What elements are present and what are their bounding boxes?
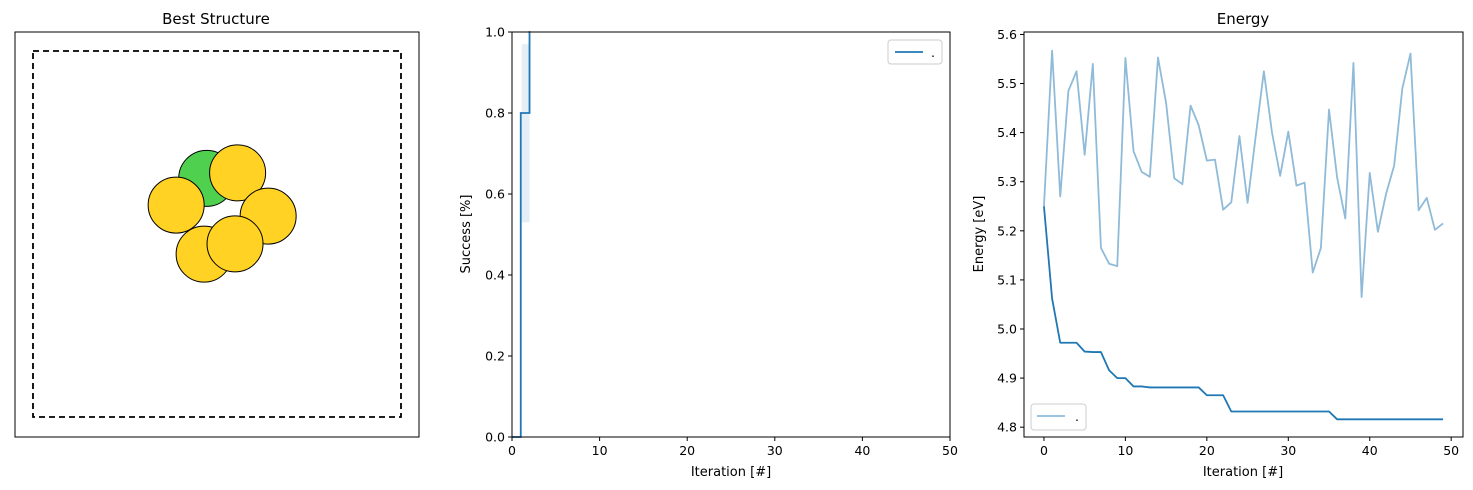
energy-ytick-label: 5.2 xyxy=(997,223,1017,238)
energy-ticks: 0 10 20 30 40 50 4.8 4.9 5.0 5.1 5.2 5.3 5.4 5.5 5.6 xyxy=(997,27,1459,458)
energy-ytick-label: 5.0 xyxy=(997,322,1017,337)
energy-ytick-label: 5.5 xyxy=(997,76,1017,91)
success-ytick-label: 0.2 xyxy=(485,349,505,364)
success-plot-area xyxy=(512,31,531,438)
success-ytick-label: 0.0 xyxy=(485,430,505,445)
success-xtick-label: 50 xyxy=(942,443,958,458)
energy-xtick-label: 40 xyxy=(1362,443,1378,458)
success-xtick-label: 20 xyxy=(679,443,695,458)
energy-ytick-label: 5.6 xyxy=(997,27,1017,42)
energy-legend: . xyxy=(1030,403,1087,431)
structure-panel: Best Structure xyxy=(14,10,420,438)
atom-5 xyxy=(206,215,264,273)
atom-1 xyxy=(209,144,267,202)
structure-title: Best Structure xyxy=(162,10,270,28)
success-xtick-label: 30 xyxy=(767,443,783,458)
success-ylabel: Success [%] xyxy=(459,195,474,274)
unit-cell xyxy=(32,50,402,418)
energy-ytick-label: 4.8 xyxy=(997,420,1017,435)
success-ticks: 0 10 20 30 40 50 0.0 0.2 0.4 0.6 0.8 1.0 xyxy=(485,25,958,459)
energy-legend-label: . xyxy=(1075,409,1079,424)
energy-xtick-label: 20 xyxy=(1199,443,1215,458)
structure-frame xyxy=(14,31,420,438)
energy-ytick-label: 5.1 xyxy=(997,272,1017,287)
energy-xtick-label: 0 xyxy=(1040,443,1048,458)
success-legend: . xyxy=(887,39,943,65)
success-xtick-label: 40 xyxy=(854,443,870,458)
atoms xyxy=(147,144,297,283)
energy-panel: Energy 0 10 20 30 40 50 4.8 4.9 5.0 5.1 5.2 5.3 5.4 5… xyxy=(972,10,1464,480)
success-legend-label: . xyxy=(931,45,935,60)
energy-xtick-label: 30 xyxy=(1280,443,1296,458)
atom-2 xyxy=(147,176,205,234)
success-xtick-label: 10 xyxy=(592,443,608,458)
success-frame xyxy=(511,31,951,438)
energy-ytick-label: 5.4 xyxy=(997,125,1017,140)
success-ytick-label: 0.8 xyxy=(485,106,505,121)
energy-ytick-label: 5.3 xyxy=(997,174,1017,189)
energy-ylabel: Energy [eV] xyxy=(972,196,987,273)
energy-xlabel: Iteration [#] xyxy=(1203,465,1283,480)
energy-xtick-label: 10 xyxy=(1117,443,1133,458)
energy-xtick-label: 50 xyxy=(1443,443,1459,458)
success-xtick-label: 0 xyxy=(508,443,516,458)
energy-title: Energy xyxy=(1217,10,1270,28)
energy-plot-area xyxy=(1043,49,1444,421)
energy-legend-box xyxy=(1030,403,1087,431)
energy-series-all xyxy=(1043,49,1444,298)
energy-ytick-label: 4.9 xyxy=(997,371,1017,386)
success-panel: 0 10 20 30 40 50 0.0 0.2 0.4 0.6 0.8 1.0 Iteration … xyxy=(459,25,958,481)
success-ytick-label: 0.4 xyxy=(485,268,505,283)
energy-frame xyxy=(1023,31,1464,438)
success-ytick-label: 0.6 xyxy=(485,187,505,202)
success-ytick-label: 1.0 xyxy=(485,25,505,40)
success-xlabel: Iteration [#] xyxy=(691,465,771,480)
energy-series-best xyxy=(1043,206,1444,421)
success-confidence-band xyxy=(521,44,530,223)
